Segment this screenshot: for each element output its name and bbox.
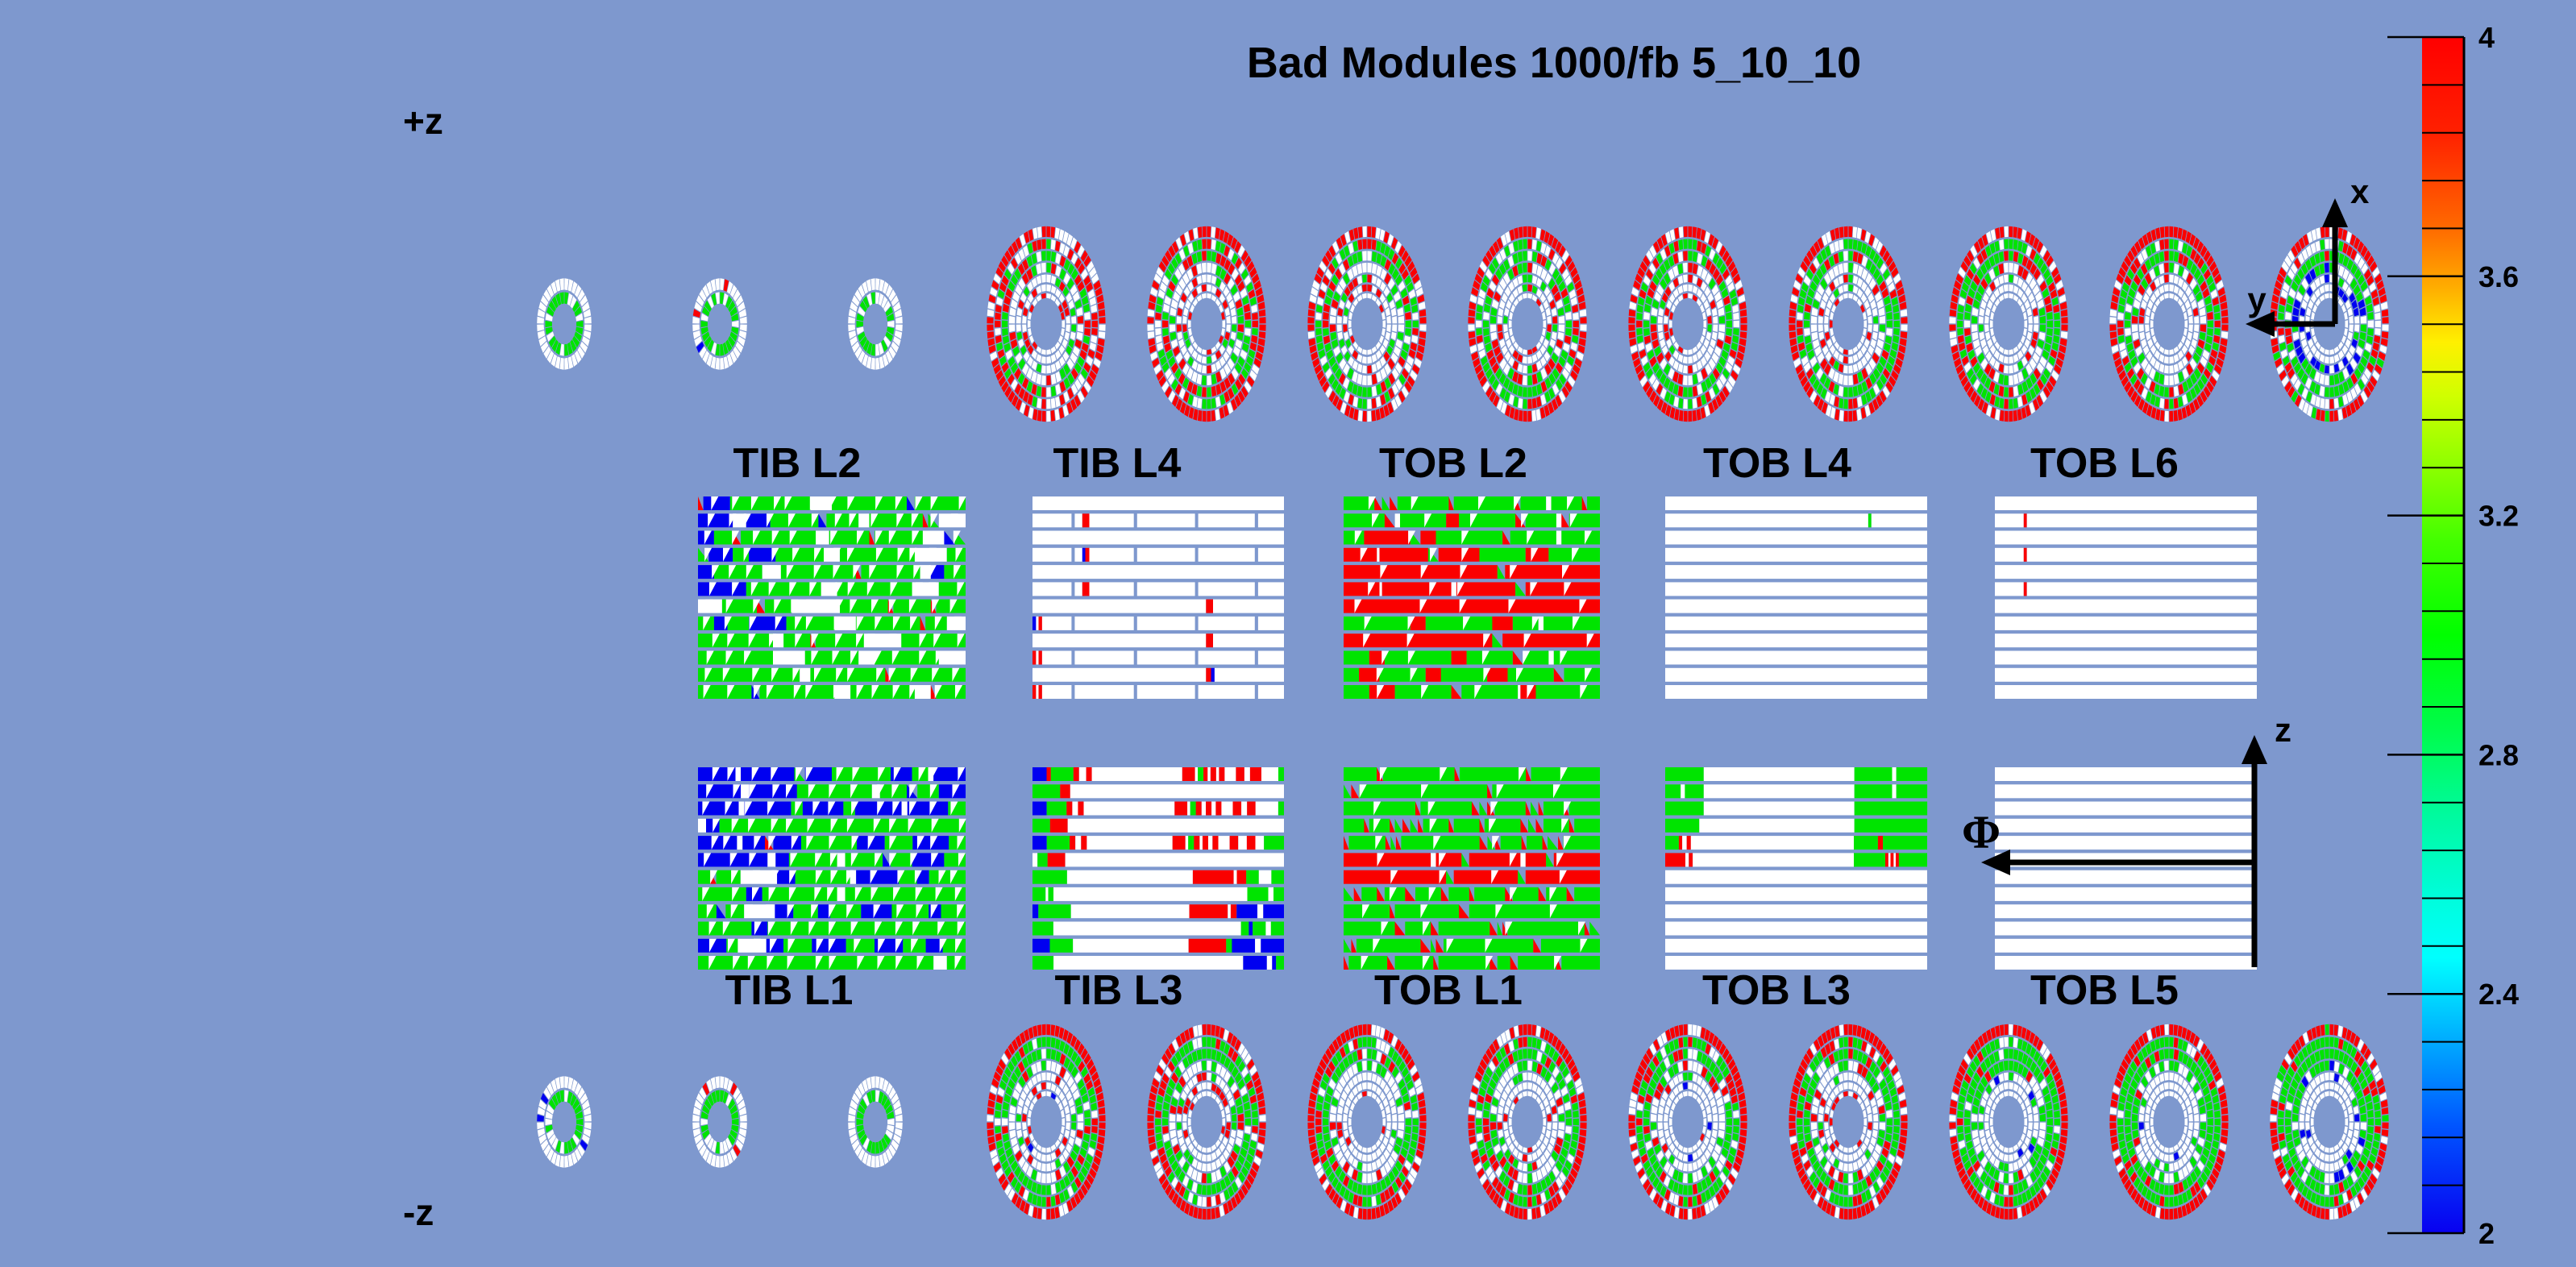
barrel-map-tob-l3 [1665, 767, 1928, 970]
endcap-large-wheel-minus_z [2270, 1024, 2389, 1220]
x-axis-arrow-arrowhead-icon [2322, 198, 2348, 227]
barrel-map-tib-l1 [698, 767, 966, 970]
barrel-label-tob-l5: TOB L5 [2030, 967, 2179, 1014]
barrel-label-tib-l4: TIB L4 [1053, 440, 1182, 487]
endcap-large-wheel-minus_z [1628, 1024, 1747, 1220]
endcap-large-wheel-plus_z [1789, 226, 1908, 422]
colorbar-tick-label: 2 [2478, 1217, 2495, 1250]
barrel-label-tib-l1: TIB L1 [725, 967, 854, 1014]
endcap-large-wheel-minus_z [2109, 1024, 2229, 1220]
plus-z-label: +z [403, 100, 443, 142]
barrel-label-tob-l6: TOB L6 [2030, 440, 2179, 487]
phi-axis-arrow-arrowhead-icon [1981, 850, 2010, 875]
axes-layer [1981, 198, 2348, 967]
endcap-large-wheel-minus_z [1147, 1024, 1266, 1220]
endcap-large-wheel-plus_z [1628, 226, 1747, 422]
endcap-large-wheel-plus_z [987, 226, 1106, 422]
colorbar-tick-label: 2.8 [2478, 738, 2519, 771]
endcap-large-wheel-plus_z [1468, 226, 1587, 422]
barrel-map-tob-l6 [1995, 496, 2258, 699]
endcap-small-wheel-plus_z [848, 278, 903, 370]
x-axis-label: x [2350, 172, 2370, 210]
colorbar-tick-label: 2.4 [2478, 978, 2519, 1011]
endcap-small-wheel-plus_z [692, 278, 747, 370]
minus-z-label: -z [403, 1191, 434, 1233]
endcap-large-wheel-minus_z [1307, 1024, 1427, 1220]
barrel-map-tib-l4 [1032, 496, 1284, 699]
endcap-large-wheel-plus_z [1949, 226, 2068, 422]
barrel-label-tob-l2: TOB L2 [1379, 440, 1527, 487]
endcap-large-wheel-plus_z [1147, 226, 1266, 422]
z-axis-arrow-arrowhead-icon [2242, 735, 2267, 764]
barrel-map-tob-l1 [1344, 767, 1600, 970]
barrel-label-tib-l3: TIB L3 [1055, 967, 1183, 1014]
barrel-map-tib-l3 [1032, 767, 1284, 970]
barrel-layers-layer: TIB L2 TIB L4 TOB L2 TOB L4 TOB L6 TIB L1 TIB … [698, 440, 2258, 1014]
endcap-small-wheel-minus_z [537, 1076, 592, 1168]
page-title: Bad Modules 1000/fb 5_10_10 [1247, 39, 1861, 87]
endcap-small-wheel-minus_z [692, 1076, 747, 1168]
endcap-large-wheel-plus_z [2109, 226, 2229, 422]
z-axis-label: z [2275, 711, 2291, 749]
endcap-large-wheel-minus_z [1789, 1024, 1908, 1220]
barrel-map-tib-l2 [698, 496, 966, 699]
barrel-label-tob-l3: TOB L3 [1702, 967, 1851, 1014]
colorbar-tick-label: 3.2 [2478, 500, 2519, 533]
barrel-map-tob-l5 [1995, 767, 2257, 970]
barrel-map-tob-l4 [1665, 496, 1927, 699]
endcap-large-wheel-minus_z [1468, 1024, 1587, 1220]
phi-axis-label: Φ [1962, 806, 2001, 858]
colorbar-gradient [2422, 37, 2464, 1233]
y-axis-arrow-arrowhead-icon [2246, 311, 2275, 337]
y-axis-label: y [2247, 280, 2266, 318]
barrel-map-tob-l2 [1344, 496, 1600, 699]
colorbar-tick-label: 4 [2478, 21, 2495, 54]
endcap-large-wheel-minus_z [1949, 1024, 2068, 1220]
endcap-small-wheel-plus_z [537, 278, 592, 370]
barrel-label-tob-l4: TOB L4 [1703, 440, 1851, 487]
endcap-large-wheel-minus_z [987, 1024, 1106, 1220]
endcap-wheels-layer [537, 226, 2389, 1220]
endcap-small-wheel-minus_z [848, 1076, 903, 1168]
endcap-large-wheel-plus_z [1307, 226, 1427, 422]
colorbar-tick-label: 3.6 [2478, 260, 2519, 293]
barrel-label-tob-l1: TOB L1 [1374, 967, 1523, 1014]
barrel-label-tib-l2: TIB L2 [733, 440, 862, 487]
colorbar: 4 3.6 3.2 2.8 2.4 2 [2387, 21, 2519, 1250]
